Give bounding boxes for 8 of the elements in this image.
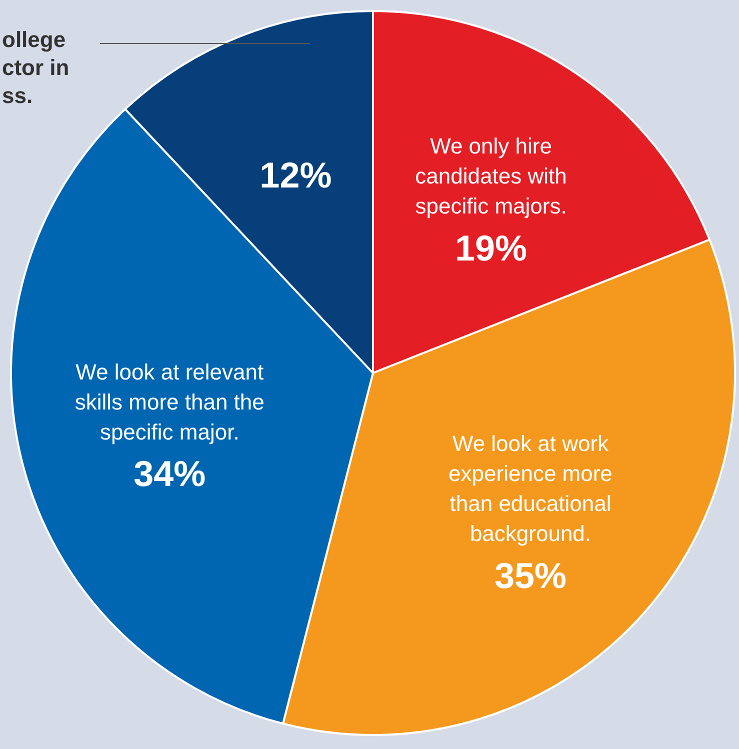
- data-label: 12%: [260, 154, 332, 196]
- text: ollege ctor in ss.: [1, 26, 70, 110]
- slice-label: We look at work experience more than educational background.: [448, 430, 612, 546]
- data-label: 19%: [454, 227, 528, 268]
- data-label: 35%: [494, 554, 567, 596]
- slice-label: We look at relevant skills more than the specific major.: [74, 359, 264, 444]
- slice-label: We only hire candidates with specific majors.: [415, 133, 567, 218]
- data-label: 34%: [134, 453, 206, 494]
